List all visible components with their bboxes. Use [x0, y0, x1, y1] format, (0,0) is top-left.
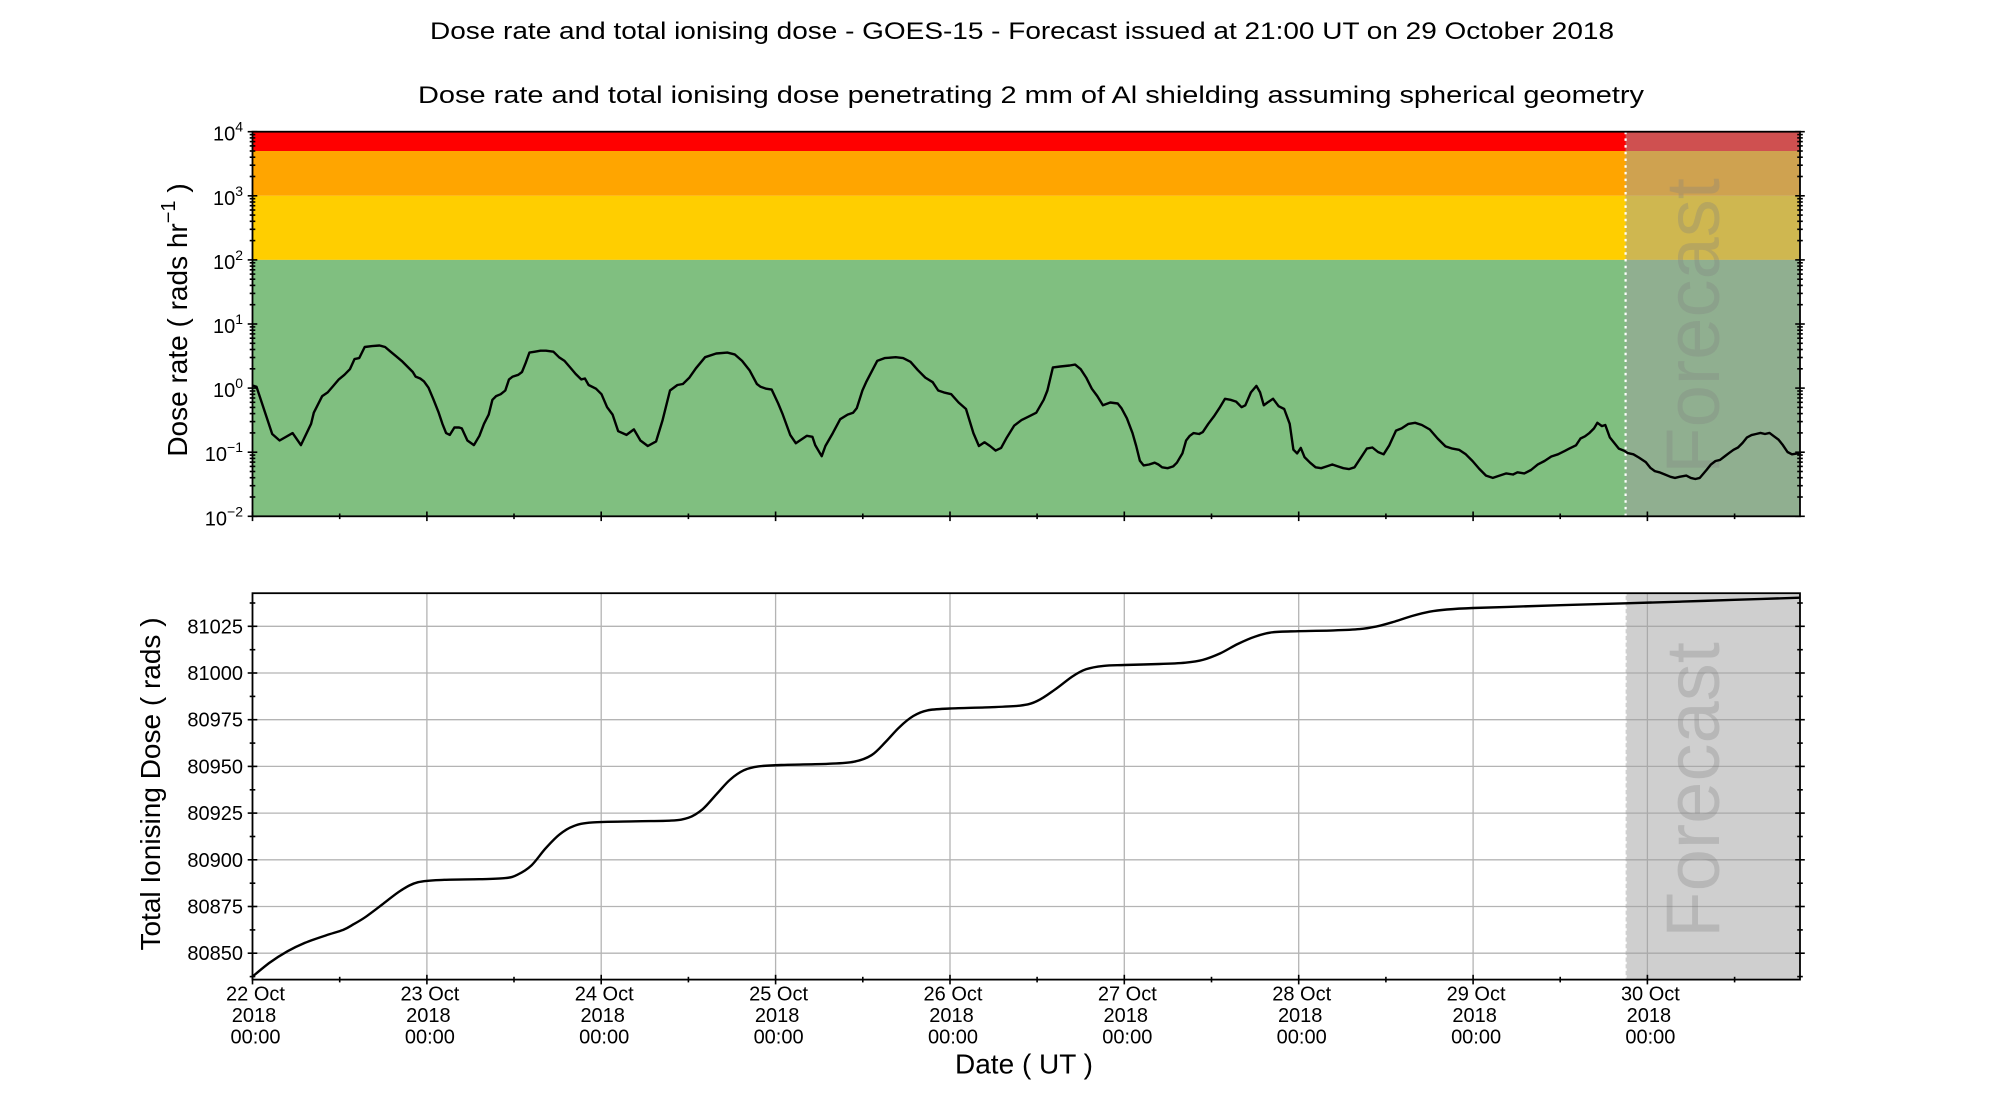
svg-text:28 Oct: 28 Oct — [1272, 984, 1331, 1006]
svg-text:29 Oct: 29 Oct — [1447, 984, 1506, 1006]
svg-text:24 Oct: 24 Oct — [575, 984, 634, 1006]
svg-text:102: 102 — [213, 247, 243, 274]
svg-text:Dose rate and total ionising d: Dose rate and total ionising dose - GOES… — [430, 18, 1614, 45]
svg-text:2018: 2018 — [406, 1005, 451, 1027]
svg-text:10−1: 10−1 — [205, 439, 243, 466]
svg-text:00:00: 00:00 — [405, 1027, 455, 1049]
svg-text:00:00: 00:00 — [1277, 1027, 1327, 1049]
svg-text:2018: 2018 — [1452, 1005, 1497, 1027]
svg-text:Date ( UT ): Date ( UT ) — [955, 1049, 1093, 1080]
svg-text:00:00: 00:00 — [1102, 1027, 1152, 1049]
svg-text:81000: 81000 — [187, 663, 243, 685]
svg-text:2018: 2018 — [580, 1005, 625, 1027]
svg-text:Total Ionising Dose ( rads ): Total Ionising Dose ( rads ) — [135, 617, 166, 950]
svg-text:22 Oct: 22 Oct — [226, 984, 285, 1006]
svg-text:00:00: 00:00 — [928, 1027, 978, 1049]
svg-text:104: 104 — [213, 119, 243, 146]
svg-text:2018: 2018 — [232, 1005, 277, 1027]
svg-text:2018: 2018 — [755, 1005, 800, 1027]
svg-text:2018: 2018 — [1627, 1005, 1672, 1027]
svg-text:2018: 2018 — [1104, 1005, 1149, 1027]
svg-text:30 Oct: 30 Oct — [1621, 984, 1680, 1006]
svg-text:10−2: 10−2 — [205, 503, 243, 530]
svg-text:81025: 81025 — [187, 616, 243, 638]
svg-text:101: 101 — [213, 311, 243, 338]
svg-text:2018: 2018 — [929, 1005, 974, 1027]
svg-text:80925: 80925 — [187, 803, 243, 825]
svg-text:Dose rate and total ionising d: Dose rate and total ionising dose penetr… — [418, 82, 1645, 109]
svg-text:103: 103 — [213, 183, 243, 210]
svg-text:80975: 80975 — [187, 710, 243, 732]
svg-text:27 Oct: 27 Oct — [1098, 984, 1157, 1006]
svg-text:00:00: 00:00 — [230, 1027, 280, 1049]
svg-text:80900: 80900 — [187, 850, 243, 872]
svg-text:80850: 80850 — [187, 943, 243, 965]
svg-text:Forecast: Forecast — [1651, 178, 1736, 474]
svg-text:80950: 80950 — [187, 756, 243, 778]
svg-text:25 Oct: 25 Oct — [749, 984, 808, 1006]
svg-text:100: 100 — [213, 375, 243, 402]
svg-text:00:00: 00:00 — [1451, 1027, 1501, 1049]
svg-text:00:00: 00:00 — [754, 1027, 804, 1049]
svg-text:80875: 80875 — [187, 897, 243, 919]
svg-text:Forecast: Forecast — [1651, 642, 1736, 938]
svg-text:00:00: 00:00 — [579, 1027, 629, 1049]
svg-text:23 Oct: 23 Oct — [400, 984, 459, 1006]
svg-text:26 Oct: 26 Oct — [924, 984, 983, 1006]
svg-text:00:00: 00:00 — [1625, 1027, 1675, 1049]
svg-text:2018: 2018 — [1278, 1005, 1323, 1027]
svg-text:Dose rate ( rads hr−1 ): Dose rate ( rads hr−1 ) — [158, 183, 193, 456]
